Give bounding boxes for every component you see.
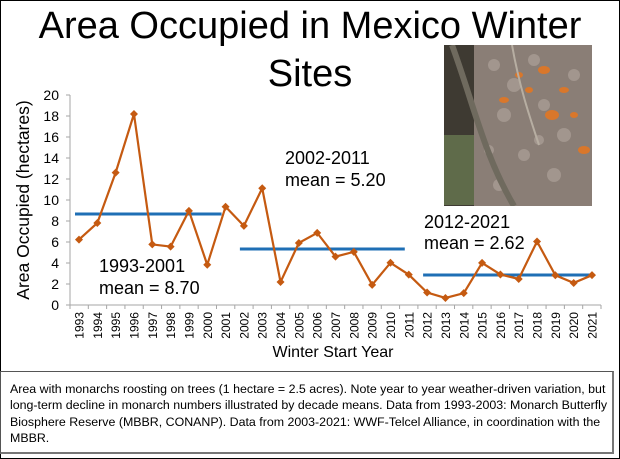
x-tick-label: 1999 xyxy=(182,312,196,339)
y-tick-label: 16 xyxy=(43,129,59,145)
y-tick-label: 8 xyxy=(51,213,59,229)
mean-label-3-value: mean = 2.62 xyxy=(424,233,525,253)
x-tick-label: 2013 xyxy=(439,312,453,339)
y-tick-label: 4 xyxy=(51,255,59,271)
y-tick-label: 10 xyxy=(43,192,59,208)
x-tick-label: 2017 xyxy=(512,312,526,339)
x-tick-label: 2004 xyxy=(274,312,288,339)
data-point xyxy=(258,184,267,193)
data-point xyxy=(588,271,596,280)
data-point xyxy=(203,260,212,269)
x-tick-label: 1997 xyxy=(146,312,160,339)
data-point xyxy=(331,252,340,261)
page-title: Area Occupied in Mexico Winter Sites xyxy=(38,5,582,95)
caption-text: Area with monarchs roosting on trees (1 … xyxy=(10,382,608,445)
x-tick-label: 2006 xyxy=(311,312,325,339)
x-tick-label: 2015 xyxy=(476,312,490,339)
photo-illustration xyxy=(444,45,592,206)
mean-label-2-range: 2002-2011 xyxy=(285,148,370,168)
x-tick-label: 2007 xyxy=(329,312,343,339)
data-point xyxy=(276,278,285,287)
y-tick-label: 14 xyxy=(43,150,59,166)
y-tick-label: 20 xyxy=(43,87,59,103)
x-tick-label: 2000 xyxy=(201,312,215,339)
data-point xyxy=(148,240,157,249)
data-point xyxy=(441,293,450,302)
data-point xyxy=(496,270,505,279)
x-ticks: 1993 1994 1995 1996 1997 1998 1999 2000 2001 2002… xyxy=(69,305,602,339)
data-point xyxy=(514,274,523,283)
x-tick-label: 2011 xyxy=(402,312,416,338)
y-tick-label: 6 xyxy=(51,234,59,250)
x-tick-label: 2001 xyxy=(219,312,233,339)
y-tick-label: 0 xyxy=(51,297,59,313)
data-point xyxy=(294,238,303,247)
mean-label-3-range: 2012-2021 xyxy=(424,212,510,232)
x-tick-label: 2005 xyxy=(292,312,306,339)
mean-label-1-range: 1993-2001 xyxy=(99,256,185,276)
x-tick-label: 2008 xyxy=(347,312,361,339)
data-point xyxy=(551,271,560,280)
x-tick-label: 2020 xyxy=(567,312,581,339)
data-point xyxy=(423,288,432,297)
x-tick-label: 2012 xyxy=(421,312,435,339)
x-tick-label: 1998 xyxy=(164,312,178,339)
data-point xyxy=(349,247,358,256)
data-point xyxy=(166,242,175,251)
x-tick-label: 2019 xyxy=(549,312,563,339)
y-tick-label: 12 xyxy=(43,171,59,187)
data-point xyxy=(93,218,102,227)
x-tick-label: 2010 xyxy=(384,312,398,339)
x-tick-label: 2003 xyxy=(256,312,270,339)
data-point xyxy=(313,228,322,237)
x-tick-label: 2021 xyxy=(586,312,600,339)
y-tick-label: 18 xyxy=(43,108,59,124)
data-point xyxy=(404,270,413,279)
series-markers xyxy=(75,110,596,302)
data-point xyxy=(184,206,193,215)
x-tick-label: 1996 xyxy=(127,312,141,339)
caption-box: Area with monarchs roosting on trees (1 … xyxy=(0,371,614,454)
y-tick-label: 2 xyxy=(51,276,59,292)
x-tick-label: 1995 xyxy=(109,312,123,339)
data-point xyxy=(111,168,120,177)
data-point xyxy=(569,278,578,287)
data-point xyxy=(129,110,138,119)
x-axis-label: Winter Start Year xyxy=(273,344,395,361)
data-point xyxy=(221,202,230,211)
data-point xyxy=(239,221,248,230)
x-tick-label: 2018 xyxy=(531,312,545,339)
y-axis-label: Area Occupied (hectares) xyxy=(13,100,33,299)
monarch-butterflies-photo xyxy=(444,45,592,206)
x-tick-label: 2002 xyxy=(237,312,251,339)
y-ticks: 0 2 4 6 8 10 12 14 16 18 20 xyxy=(43,87,70,313)
x-tick-label: 1994 xyxy=(91,312,105,339)
data-point xyxy=(459,289,468,298)
x-tick-label: 2016 xyxy=(494,312,508,339)
mean-label-2-value: mean = 5.20 xyxy=(285,170,386,190)
x-tick-label: 2009 xyxy=(366,312,380,339)
data-point xyxy=(386,258,395,267)
mean-label-1-value: mean = 8.70 xyxy=(99,278,200,298)
x-tick-label: 2014 xyxy=(457,312,471,339)
data-point xyxy=(533,237,542,246)
data-point xyxy=(368,280,377,289)
data-point xyxy=(478,258,487,267)
data-point xyxy=(75,235,83,244)
x-tick-label: 1993 xyxy=(73,312,87,339)
